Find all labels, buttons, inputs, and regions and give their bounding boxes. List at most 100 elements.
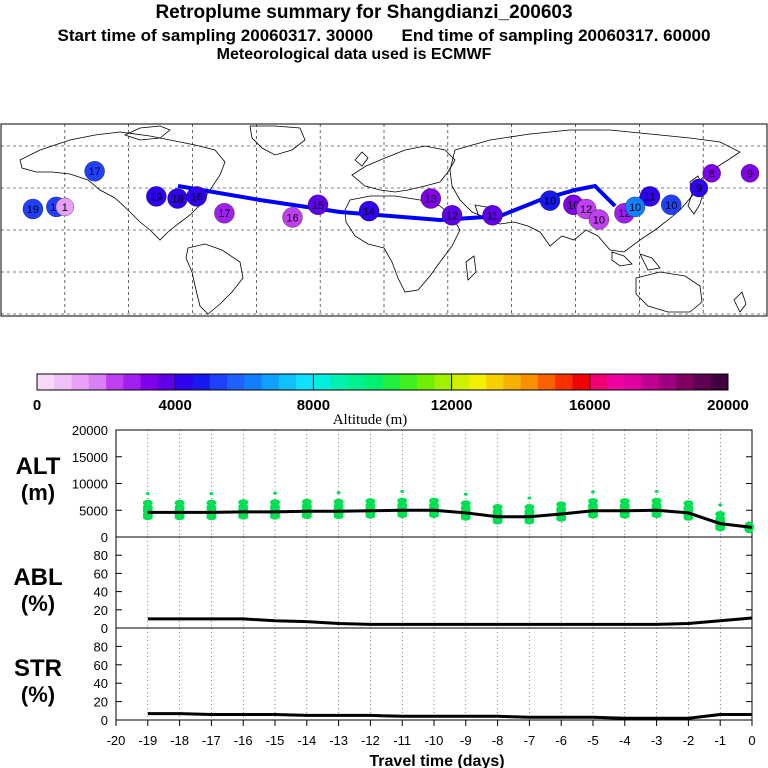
alt-scatter-point (400, 490, 405, 494)
plume-marker: 9 (689, 178, 709, 198)
alt-scatter-point (524, 507, 535, 516)
colorbar-cell (330, 374, 349, 390)
sampling-times: Start time of sampling 20060317. 30000 E… (57, 26, 711, 45)
alt-scatter-point (429, 501, 439, 510)
alt-scatter-point (619, 501, 630, 510)
plume-day-label: 19 (27, 204, 39, 216)
colorbar-cell (555, 374, 574, 390)
colorbar-cell (486, 374, 504, 390)
plume-circle (146, 186, 167, 207)
plume-day-label: 11 (644, 191, 655, 203)
plume-marker: 15 (307, 194, 329, 215)
plume-day-label: 1 (62, 202, 68, 214)
alt-scatter-point (301, 498, 312, 505)
alt-scatter-point (238, 503, 249, 512)
plume-circle (441, 205, 463, 226)
alt-scatter-point (591, 490, 595, 494)
alt-scatter-point (556, 501, 567, 508)
plume-day-label: 10 (665, 200, 677, 212)
alt-scatter-point (683, 500, 694, 507)
alt-scatter-point (397, 501, 408, 510)
alt-scatter-point (588, 498, 598, 505)
colorbar-cell (175, 374, 193, 390)
alt-scatter-point (588, 501, 598, 510)
x-tick-label: -11 (393, 733, 411, 748)
plume-marker: 10 (624, 196, 646, 218)
y-tick-label: 80 (94, 548, 108, 563)
x-tick-label: -1 (714, 733, 726, 748)
plume-marker: 19 (22, 198, 44, 220)
colorbar-cell (589, 374, 608, 390)
plume-circle (482, 205, 503, 226)
plume-marker: 10 (539, 190, 561, 211)
plume-day-label: 10 (629, 202, 641, 214)
time-series-panels: 05000100001500020000ALT(m)020406080ABL(%… (13, 423, 754, 728)
colorbar-cell (503, 374, 522, 390)
plume-day-label: 15 (312, 200, 324, 212)
alt-scatter-point (718, 503, 723, 507)
y-tick-label: 20 (94, 695, 108, 710)
plume-marker: 11 (482, 205, 503, 226)
colorbar-tick-label: 12000 (431, 397, 473, 414)
plume-circle (84, 161, 105, 182)
panel-unit: (%) (21, 591, 55, 616)
colorbar-cell (209, 374, 228, 390)
colorbar: 0 4000 8000 12000 16000 20000 Altitude (m) (33, 373, 749, 428)
colorbar-cell (88, 374, 107, 390)
colorbar-cell (54, 374, 73, 390)
colorbar-cells (37, 374, 729, 390)
alt-scatter-point (365, 498, 376, 505)
alt-scatter-point (683, 504, 694, 513)
plume-marker: 13 (420, 188, 441, 209)
map-panel: 1918171918161716151413121110101210121110… (0, 123, 768, 317)
alt-scatter-point (209, 492, 214, 496)
colorbar-cell (365, 374, 383, 390)
alt-scatter-point (206, 499, 217, 506)
colorbar-cell (140, 374, 159, 390)
colorbar-cell (676, 374, 694, 390)
plume-circle (282, 207, 303, 228)
colorbar-cell (624, 374, 643, 390)
colorbar-cell (192, 374, 211, 390)
alt-panel: 0 5000 10000 15000 20000 ALT(m) (16, 423, 754, 545)
alt-scatter-point (429, 497, 439, 504)
plume-day-label: 9 (747, 168, 753, 180)
y-tick-label: 80 (94, 639, 108, 654)
alt-scatter-point (142, 503, 153, 512)
x-tick-label: -15 (266, 733, 285, 748)
plume-marker: 17 (84, 161, 105, 182)
alt-scatter-point (527, 496, 532, 500)
plume-marker: 16 (282, 207, 303, 228)
x-axis-label: Travel time (days) (369, 753, 504, 768)
plume-day-label: 17 (88, 166, 100, 178)
plume-day-label: 9 (696, 183, 702, 195)
panel-label: ABL (13, 564, 62, 591)
plume-circle (689, 178, 709, 198)
colorbar-tick-label: 16000 (569, 397, 611, 414)
colorbar-cell (37, 374, 55, 390)
colorbar-tick-label: 0 (33, 397, 41, 414)
colorbar-cell (607, 374, 625, 390)
colorbar-cell (261, 374, 280, 390)
alt-scatter-point (715, 510, 726, 517)
x-tick-label: -5 (587, 733, 599, 748)
plume-circle (420, 188, 441, 209)
alt-scatter-point (460, 504, 471, 513)
colorbar-cell (417, 374, 435, 390)
panel-label: STR (14, 655, 62, 682)
y-tick-label: 40 (94, 676, 108, 691)
y-tick-label: 0 (101, 621, 108, 636)
alt-scatter-point (206, 503, 217, 512)
x-tick-label: -16 (234, 733, 253, 748)
alt-scatter-point (365, 501, 376, 510)
plume-marker: 14 (358, 200, 380, 222)
y-tick-label: 0 (101, 713, 108, 728)
plume-day-label: 11 (487, 210, 498, 222)
x-axis: -20 -19 -18 -17 -16 -15 -14 -13 -12 -11 -10 -9 -8 -7-… (107, 720, 756, 748)
x-tick-label: 0 (748, 733, 755, 748)
x-tick-label: -2 (683, 733, 695, 748)
colorbar-cell (123, 374, 142, 390)
colorbar-cell (278, 374, 297, 390)
alt-scatter-point (333, 498, 344, 505)
colorbar-cell (537, 374, 556, 390)
